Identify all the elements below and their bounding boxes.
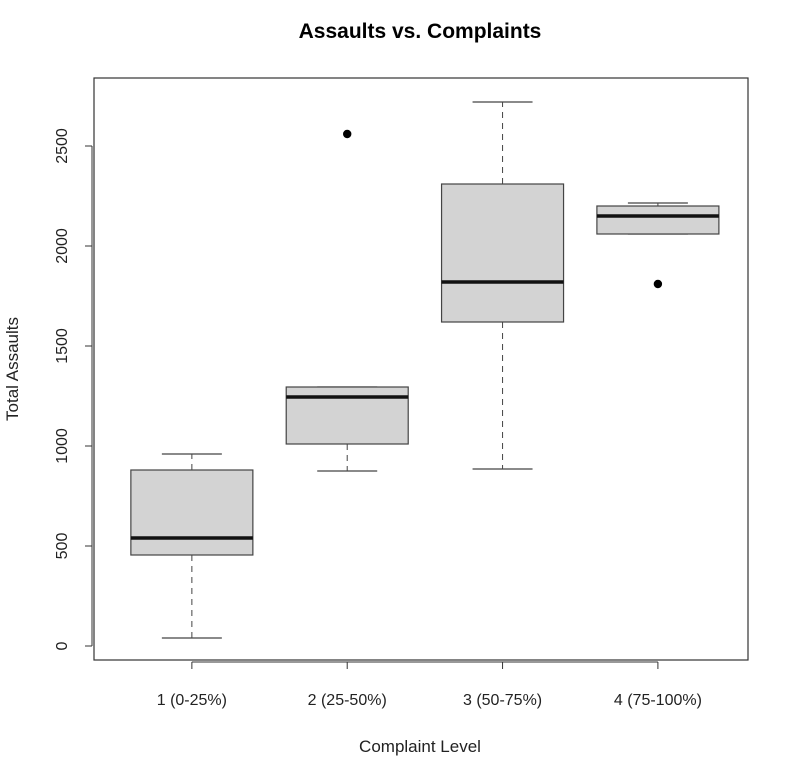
y-axis: 0 500 1000 1500 2000 2500	[54, 128, 93, 650]
box-group	[596, 202, 720, 289]
box-series	[130, 101, 720, 639]
x-axis: 1 (0-25%) 2 (25-50%) 3 (50-75%) 4 (75-100%)	[157, 661, 702, 709]
y-tick-label: 0	[54, 641, 71, 650]
outlier-point	[653, 279, 663, 289]
x-tick-label: 3 (50-75%)	[463, 692, 542, 709]
y-tick-label: 2000	[54, 228, 71, 264]
y-tick-label: 500	[54, 533, 71, 560]
x-tick-label: 1 (0-25%)	[157, 692, 227, 709]
box-iqr	[130, 469, 254, 556]
box-group	[440, 101, 565, 470]
box-iqr	[596, 205, 720, 235]
y-tick-label: 1000	[54, 428, 71, 464]
x-axis-label: Complaint Level	[359, 737, 481, 756]
y-tick-label: 2500	[54, 128, 71, 164]
x-tick-label: 4 (75-100%)	[614, 692, 702, 709]
box-group	[285, 129, 409, 472]
outlier-point	[343, 129, 352, 139]
x-tick-label: 2 (25-50%)	[308, 692, 387, 709]
box-group	[130, 453, 254, 639]
y-tick-label: 1500	[54, 328, 71, 364]
plot-frame	[93, 77, 749, 661]
y-axis-label: Total Assaults	[3, 317, 22, 421]
box-iqr	[440, 183, 565, 323]
chart-title: Assaults vs. Complaints	[299, 20, 542, 43]
